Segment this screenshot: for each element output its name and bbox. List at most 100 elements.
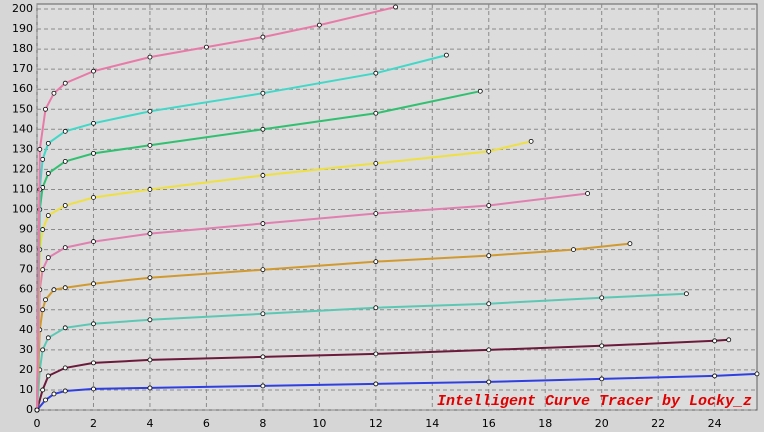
point [712, 373, 718, 379]
point [712, 338, 718, 344]
point [40, 267, 46, 273]
point [260, 90, 266, 96]
x-tick-label: 8 [259, 417, 266, 430]
point [147, 231, 153, 236]
point [373, 211, 379, 216]
point [34, 407, 40, 413]
point [726, 337, 732, 343]
plot-area [36, 3, 758, 411]
y-tick-label: 70 [19, 263, 33, 276]
x-tick-label: 4 [146, 417, 153, 430]
point [40, 387, 46, 393]
point [599, 343, 605, 349]
point [62, 365, 68, 371]
point [40, 347, 46, 353]
point [62, 203, 68, 208]
y-tick-label: 110 [12, 182, 33, 195]
point [260, 126, 266, 132]
point [393, 4, 398, 10]
point [45, 255, 51, 261]
point [91, 386, 96, 392]
y-tick-label: 160 [12, 82, 33, 95]
annotation: Intelligent Curve Tracer by Locky_z [437, 393, 752, 410]
point [91, 120, 96, 126]
x-tick-label: 14 [425, 417, 439, 430]
y-tick-label: 140 [12, 122, 33, 135]
x-tick-label: 18 [538, 417, 552, 430]
point [373, 259, 379, 265]
point [147, 275, 153, 281]
x-tick-label: 22 [651, 417, 665, 430]
point [627, 241, 633, 246]
point [147, 357, 153, 363]
point [373, 381, 379, 387]
point [585, 191, 590, 196]
point [91, 281, 96, 287]
x-tick-label: 16 [482, 417, 496, 430]
point [684, 291, 689, 297]
curve [36, 292, 687, 411]
point [62, 245, 68, 251]
point [373, 351, 379, 357]
y-tick-label: 130 [12, 142, 33, 155]
point [260, 311, 266, 317]
x-tick-label: 24 [708, 417, 722, 430]
point [62, 285, 68, 291]
curve [36, 90, 481, 411]
point [444, 52, 449, 58]
point [62, 80, 68, 86]
point [486, 203, 492, 208]
point [62, 158, 68, 164]
y-tick-label: 200 [12, 2, 33, 15]
y-tick-label: 80 [19, 243, 33, 256]
point [260, 221, 266, 226]
point [486, 253, 492, 259]
curve [36, 338, 729, 411]
point [45, 373, 51, 379]
x-tick-label: 10 [312, 417, 326, 430]
y-tick-label: 30 [19, 343, 33, 356]
y-tick-label: 180 [12, 42, 33, 55]
point [147, 108, 153, 114]
point [45, 140, 51, 146]
point [147, 142, 153, 148]
point [91, 68, 96, 74]
point [51, 287, 57, 293]
point [260, 354, 266, 360]
point [260, 383, 266, 389]
point [45, 213, 51, 218]
point [599, 376, 605, 382]
point [486, 301, 492, 307]
point [62, 388, 68, 394]
point [62, 128, 68, 134]
point [260, 173, 266, 178]
y-tick-label: 10 [19, 383, 33, 396]
point [477, 88, 483, 94]
point [91, 360, 96, 366]
point [754, 371, 760, 377]
x-tick-label: 6 [203, 417, 210, 430]
y-tick-label: 90 [19, 223, 33, 236]
point [40, 227, 46, 232]
point [373, 70, 379, 76]
point [486, 379, 492, 385]
point [373, 305, 379, 311]
point [373, 160, 379, 166]
point [260, 267, 266, 273]
y-tick-label: 120 [12, 162, 33, 175]
y-tick-label: 0 [26, 403, 33, 416]
point [204, 44, 209, 50]
y-tick-label: 170 [12, 62, 33, 75]
point [486, 148, 492, 154]
point [91, 195, 96, 200]
point [147, 317, 153, 323]
y-tick-label: 20 [19, 363, 33, 376]
point [51, 90, 57, 96]
point [260, 34, 266, 40]
point [316, 22, 322, 28]
point [40, 156, 46, 162]
x-tick-label: 2 [90, 417, 97, 430]
y-tick-label: 60 [19, 283, 33, 296]
point [43, 297, 48, 303]
